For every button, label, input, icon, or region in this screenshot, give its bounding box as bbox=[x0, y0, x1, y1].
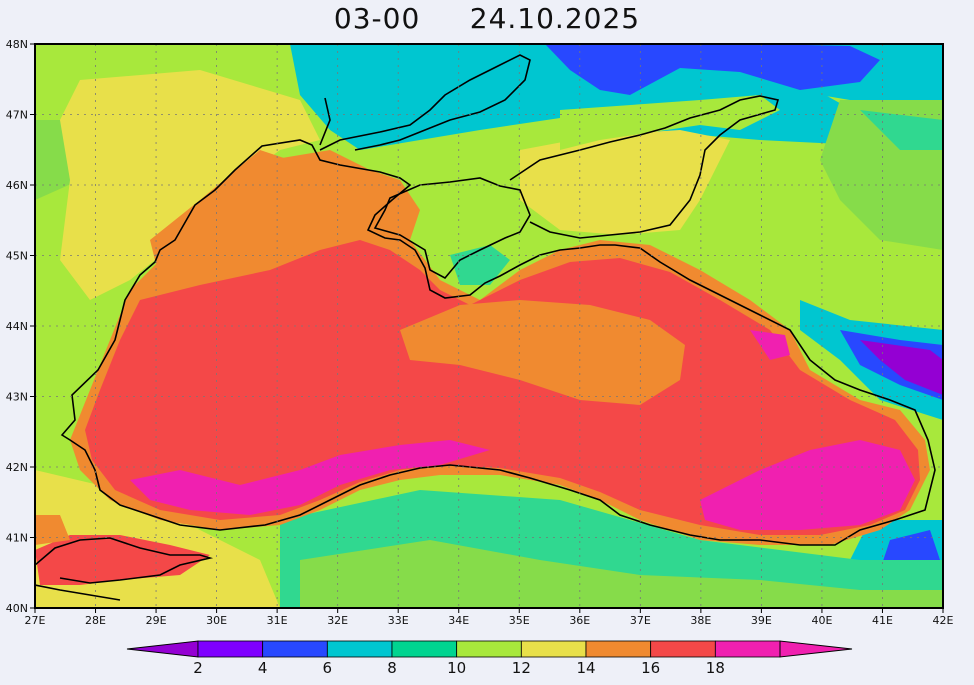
colorbar-label: 4 bbox=[258, 659, 268, 677]
colorbar-min-arrow bbox=[126, 640, 199, 658]
lon-label: 39E bbox=[751, 614, 772, 627]
lat-label: 42N bbox=[6, 461, 28, 474]
map-title: 03-00 24.10.2025 bbox=[333, 2, 641, 35]
colorbar-segment bbox=[585, 640, 652, 658]
lat-label: 48N bbox=[6, 38, 28, 51]
colorbar-label: 12 bbox=[512, 659, 531, 677]
gridlines bbox=[35, 44, 943, 608]
latitude-labels: 48N 47N 46N 45N 44N 43N 42N 41N 40N bbox=[6, 38, 35, 615]
lat-label: 45N bbox=[6, 250, 28, 263]
colorbar-segment bbox=[262, 640, 328, 658]
lon-label: 35E bbox=[509, 614, 530, 627]
lon-label: 29E bbox=[146, 614, 167, 627]
longitude-labels: 27E 28E 29E 30E 31E 32E 33E 34E 35E 36E 37E 38E 39E 4… bbox=[25, 608, 954, 627]
lon-label: 32E bbox=[327, 614, 348, 627]
colorbar-label: 18 bbox=[706, 659, 725, 677]
colorbar: 2 4 6 8 10 12 14 16 18 bbox=[126, 640, 853, 677]
colorbar-label: 2 bbox=[193, 659, 203, 677]
lon-label: 38E bbox=[690, 614, 711, 627]
colorbar-segment bbox=[197, 640, 264, 658]
lon-label: 37E bbox=[630, 614, 651, 627]
lon-label: 33E bbox=[388, 614, 409, 627]
coastline bbox=[35, 54, 936, 601]
colorbar-segment bbox=[326, 640, 393, 658]
lat-label: 41N bbox=[6, 532, 28, 545]
colorbar-label: 14 bbox=[576, 659, 595, 677]
lon-label: 36E bbox=[569, 614, 590, 627]
lon-label: 40E bbox=[811, 614, 832, 627]
lon-label: 27E bbox=[25, 614, 46, 627]
lon-label: 41E bbox=[872, 614, 893, 627]
lon-label: 31E bbox=[267, 614, 288, 627]
colorbar-label: 8 bbox=[387, 659, 397, 677]
colorbar-segment bbox=[714, 640, 781, 658]
lat-label: 47N bbox=[6, 109, 28, 122]
lon-label: 28E bbox=[85, 614, 106, 627]
colorbar-label: 16 bbox=[641, 659, 660, 677]
lon-label: 34E bbox=[448, 614, 469, 627]
colorbar-label: 6 bbox=[323, 659, 333, 677]
colorbar-segment bbox=[520, 640, 587, 658]
lon-label: 30E bbox=[206, 614, 227, 627]
colorbar-segment bbox=[391, 640, 458, 658]
lat-label: 44N bbox=[6, 320, 28, 333]
colorbar-label: 10 bbox=[447, 659, 466, 677]
colorbar-segment bbox=[650, 640, 716, 658]
colorbar-max-arrow bbox=[779, 640, 853, 658]
lat-label: 46N bbox=[6, 179, 28, 192]
lon-label: 42E bbox=[933, 614, 954, 627]
lat-label: 40N bbox=[6, 602, 28, 615]
lat-label: 43N bbox=[6, 391, 28, 404]
colorbar-segment bbox=[456, 640, 522, 658]
